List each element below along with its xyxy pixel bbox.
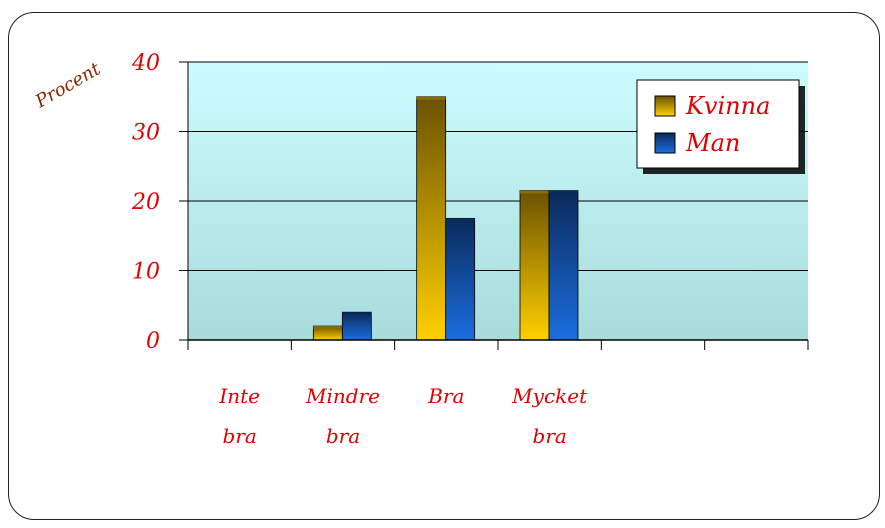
bar-top-kvinna-2 [416, 96, 446, 100]
bar-top-man-2 [445, 218, 475, 222]
y-tick-label-30: 30 [132, 121, 160, 146]
bar-man-3 [548, 190, 579, 341]
bar-kvinna-3 [519, 190, 550, 341]
category-label-3-0: Mycket [511, 384, 588, 408]
bar-top-man-1 [342, 312, 372, 316]
bar-top-kvinna-3 [520, 190, 549, 194]
bars-group [312, 96, 579, 341]
category-label-2-0: Bra [427, 384, 464, 408]
legend-swatch-kvinna [654, 95, 676, 117]
bar-top-kvinna-1 [313, 326, 343, 330]
legend: Kvinna Man [636, 79, 805, 174]
legend-swatch-man [654, 132, 676, 154]
bar-top-man-3 [549, 190, 578, 194]
category-label-0-0: Inte [218, 384, 260, 408]
y-tick-label-10: 10 [132, 260, 160, 285]
category-label-1-1: bra [326, 424, 360, 448]
legend-label-kvinna: Kvinna [685, 92, 770, 120]
category-labels: Inte bra Mindre bra Bra Mycket bra [218, 384, 588, 448]
category-label-1-0: Mindre [305, 384, 380, 408]
y-tick-label-40: 40 [131, 51, 160, 76]
bar-kvinna-2 [416, 96, 447, 341]
category-label-3-1: bra [533, 424, 567, 448]
bar-man-1 [341, 311, 372, 341]
legend-label-man: Man [685, 129, 740, 157]
y-tick-labels: 0 10 20 30 40 [131, 51, 160, 354]
y-tick-label-20: 20 [131, 190, 160, 215]
category-label-0-1: bra [223, 424, 257, 448]
bar-man-2 [445, 217, 476, 341]
y-tick-label-0: 0 [146, 329, 160, 354]
axes [179, 61, 809, 350]
y-axis-label: Procent [31, 58, 105, 113]
